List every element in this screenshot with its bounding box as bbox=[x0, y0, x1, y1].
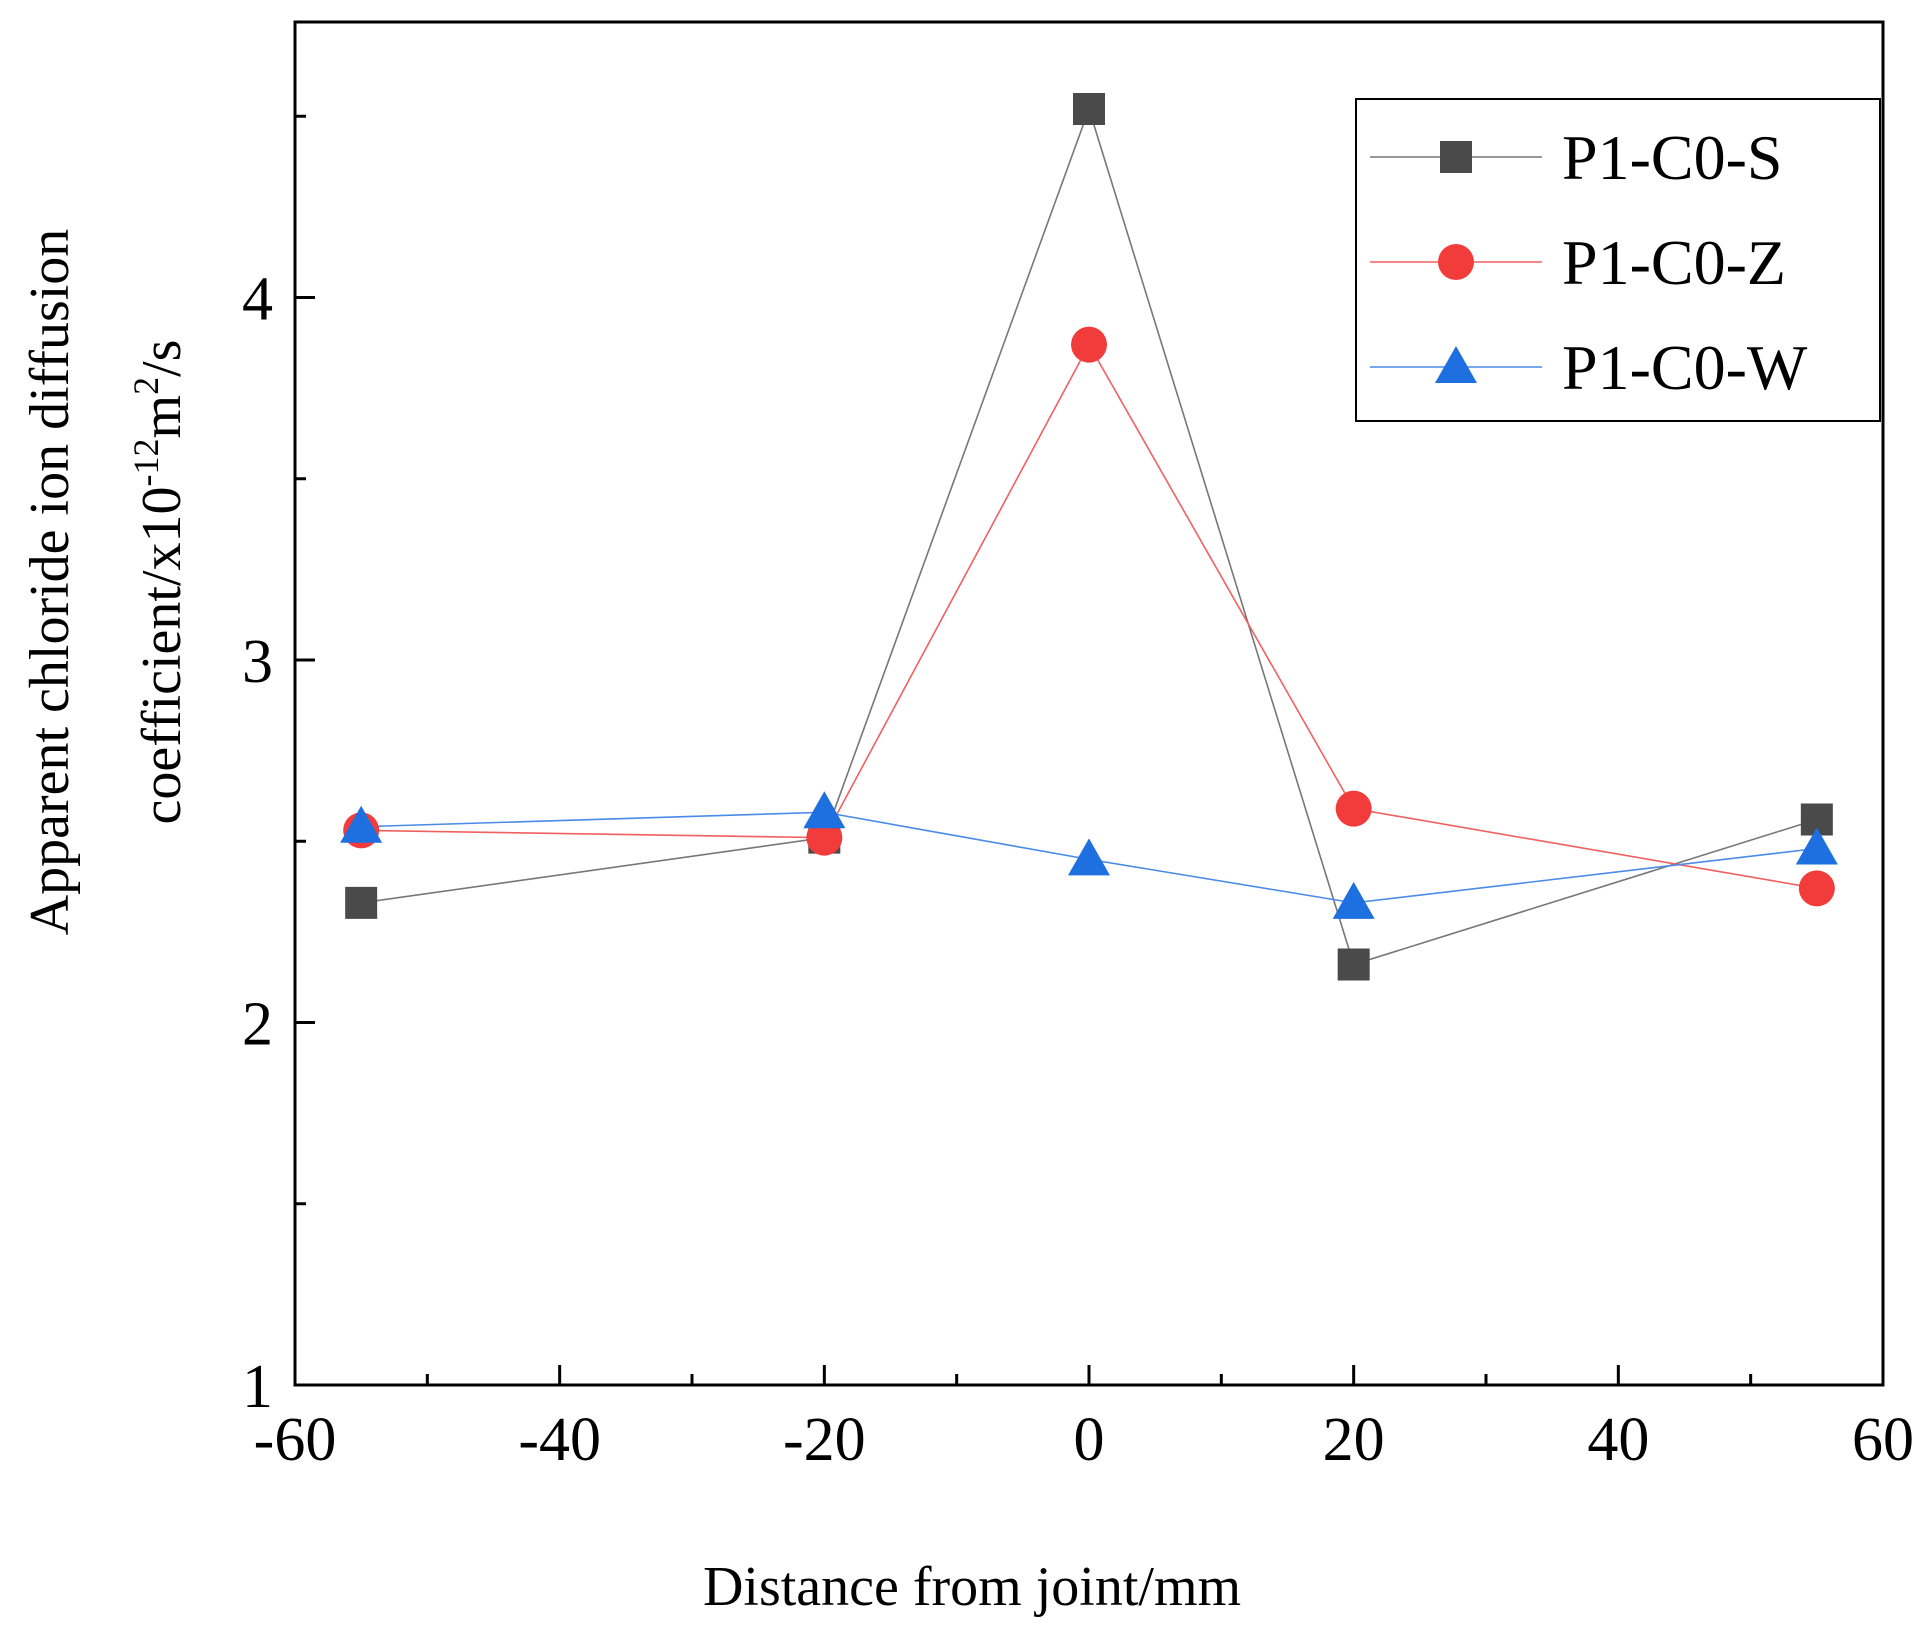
x-tick-label: -40 bbox=[518, 1406, 601, 1474]
y-tick-label: 3 bbox=[242, 628, 273, 696]
legend-label: P1-C0-Z bbox=[1562, 227, 1786, 298]
marker-circle bbox=[1335, 790, 1372, 827]
marker-circle bbox=[1798, 870, 1835, 907]
y-label-part: coefficient/x10 bbox=[131, 486, 193, 824]
marker-triangle bbox=[1332, 881, 1375, 919]
series-line bbox=[361, 342, 1817, 890]
x-axis-label: Distance from joint/mm bbox=[703, 1556, 1241, 1618]
y-label-sup: -12 bbox=[126, 438, 166, 486]
x-tick-label: 20 bbox=[1323, 1406, 1385, 1474]
y-label-part: /s bbox=[131, 340, 193, 377]
marker-triangle bbox=[1068, 838, 1110, 876]
x-tick-label: -20 bbox=[783, 1406, 866, 1474]
x-tick-label: 0 bbox=[1074, 1406, 1105, 1474]
y-label-part: m bbox=[131, 395, 193, 439]
marker-circle bbox=[1438, 244, 1474, 280]
marker-triangle bbox=[340, 805, 383, 843]
y-label-sup: 2 bbox=[126, 377, 166, 395]
legend-label: P1-C0-S bbox=[1562, 122, 1783, 193]
y-axis-label: Apparent chloride ion diffusion coeffici… bbox=[19, 229, 193, 936]
y-label-line: Apparent chloride ion diffusion bbox=[19, 229, 81, 936]
x-tick-label: -60 bbox=[254, 1406, 337, 1474]
marker-square bbox=[1440, 141, 1472, 173]
marker-circle bbox=[1071, 326, 1107, 363]
legend-label: P1-C0-W bbox=[1562, 332, 1808, 403]
marker-triangle bbox=[1795, 827, 1838, 865]
y-tick-label: 2 bbox=[242, 991, 273, 1059]
marker-square bbox=[1073, 93, 1105, 125]
marker-triangle bbox=[1435, 346, 1477, 383]
marker-square bbox=[345, 886, 378, 919]
y-tick-label: 1 bbox=[242, 1353, 273, 1421]
marker-circle bbox=[806, 819, 843, 856]
x-tick-label: 60 bbox=[1852, 1406, 1914, 1474]
y-label-line: coefficient/x10-12m2/s bbox=[126, 340, 193, 825]
marker-triangle bbox=[803, 791, 846, 829]
x-tick-label: 40 bbox=[1587, 1406, 1649, 1474]
marker-square bbox=[1337, 948, 1370, 981]
y-tick-label: 4 bbox=[242, 266, 273, 334]
